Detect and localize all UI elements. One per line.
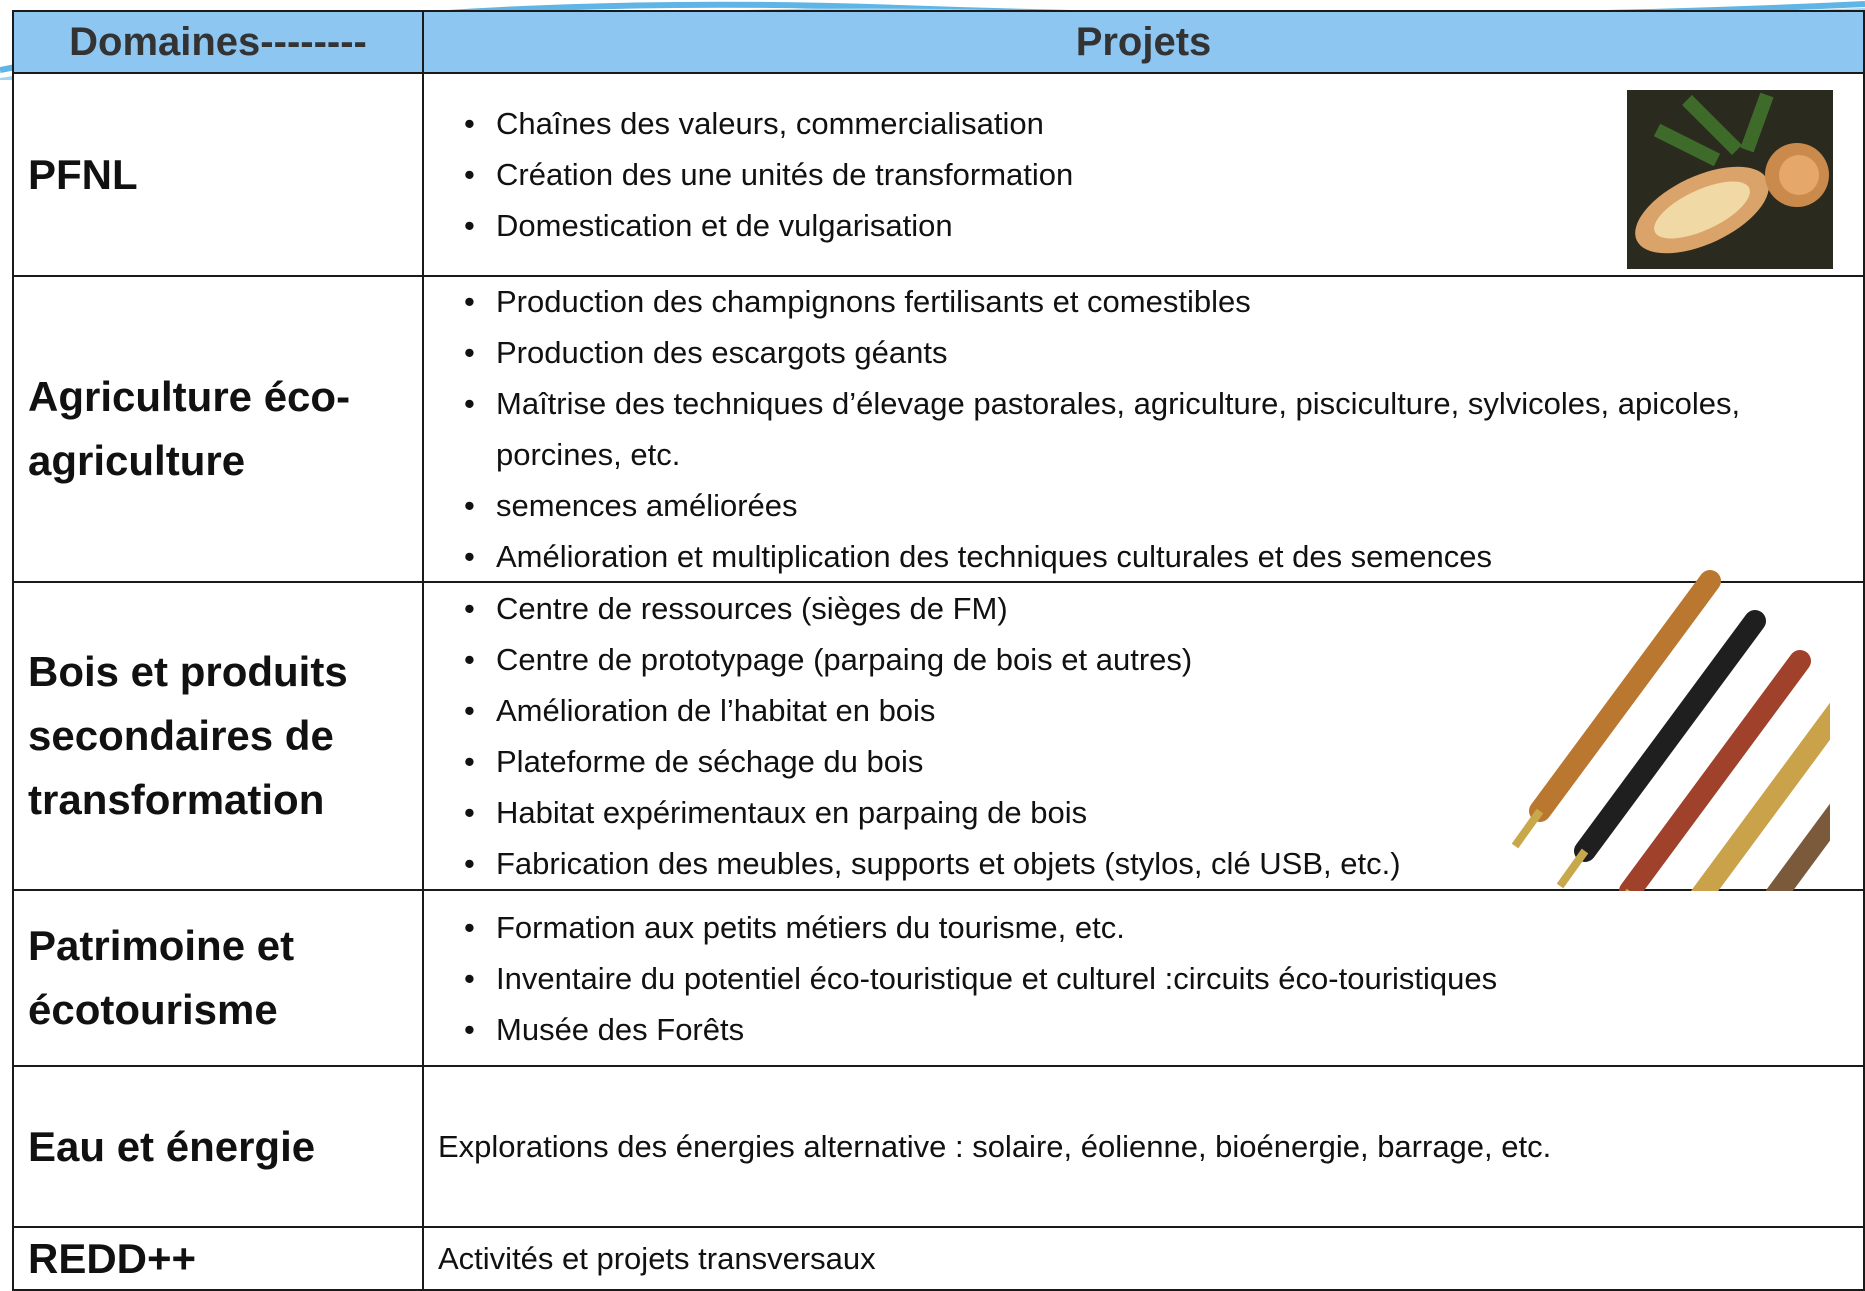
- header-cell: Projets: [422, 10, 1865, 74]
- project-item: Maîtrise des techniques d’élevage pastor…: [460, 378, 1843, 480]
- projects-cell: Chaînes des valeurs, commercialisationCr…: [422, 72, 1865, 277]
- domain-label: Eau et énergie: [28, 1122, 316, 1170]
- project-text: Explorations des énergies alternative : …: [438, 1129, 1552, 1164]
- project-item: Chaînes des valeurs, commercialisation: [460, 98, 1843, 149]
- project-item: Amélioration de l’habitat en bois: [460, 685, 1843, 736]
- domain-cell: PFNL: [12, 72, 424, 277]
- table: Domaines--------Projets PFNL Chaînes des v…: [12, 10, 1865, 1291]
- projects-cell: Production des champignons fertilisants …: [422, 275, 1865, 583]
- domain-label: REDD++: [28, 1234, 197, 1282]
- domain-label: Bois et produits secondaires de transfor…: [28, 648, 348, 823]
- projects-cell: Centre de ressources (sièges de FM)Centr…: [422, 581, 1865, 891]
- project-list: Centre de ressources (sièges de FM)Centr…: [460, 583, 1843, 889]
- domain-cell: Eau et énergie: [12, 1065, 424, 1228]
- project-item: Centre de ressources (sièges de FM): [460, 583, 1843, 634]
- project-item: Domestication et de vulgarisation: [460, 200, 1843, 251]
- header-cell: Domaines--------: [12, 10, 424, 74]
- project-item: Formation aux petits métiers du tourisme…: [460, 902, 1843, 953]
- domain-label: Agriculture éco-agriculture: [28, 373, 351, 484]
- project-item: Musée des Forêts: [460, 1004, 1843, 1055]
- domain-cell: Patrimoine et écotourisme: [12, 889, 424, 1067]
- projects-cell: Activités et projets transversaux: [422, 1226, 1865, 1291]
- project-item: Centre de prototypage (parpaing de bois …: [460, 634, 1843, 685]
- projects-cell: Formation aux petits métiers du tourisme…: [422, 889, 1865, 1067]
- project-list: Formation aux petits métiers du tourisme…: [460, 902, 1843, 1055]
- project-item: Inventaire du potentiel éco-touristique …: [460, 953, 1843, 1004]
- project-item: Production des champignons fertilisants …: [460, 277, 1843, 327]
- projects-cell: Explorations des énergies alternative : …: [422, 1065, 1865, 1228]
- illustration: [1627, 90, 1833, 269]
- project-item: Habitat expérimentaux en parpaing de boi…: [460, 787, 1843, 838]
- project-item: Fabrication des meubles, supports et obj…: [460, 838, 1843, 889]
- project-list: Production des champignons fertilisants …: [460, 277, 1843, 581]
- domain-cell: REDD++: [12, 1226, 424, 1291]
- project-item: Production des escargots géants: [460, 327, 1843, 378]
- project-list: Chaînes des valeurs, commercialisationCr…: [460, 98, 1843, 251]
- domain-label: PFNL: [28, 150, 138, 198]
- domain-cell: Bois et produits secondaires de transfor…: [12, 581, 424, 891]
- project-item: Amélioration et multiplication des techn…: [460, 531, 1843, 581]
- domain-label: Patrimoine et écotourisme: [28, 922, 295, 1033]
- project-item: Plateforme de séchage du bois: [460, 736, 1843, 787]
- illustration: [1511, 570, 1830, 891]
- domain-cell: Agriculture éco-agriculture: [12, 275, 424, 583]
- project-item: Création des une unités de transformatio…: [460, 149, 1843, 200]
- project-item: semences améliorées: [460, 480, 1843, 531]
- project-text: Activités et projets transversaux: [438, 1241, 876, 1276]
